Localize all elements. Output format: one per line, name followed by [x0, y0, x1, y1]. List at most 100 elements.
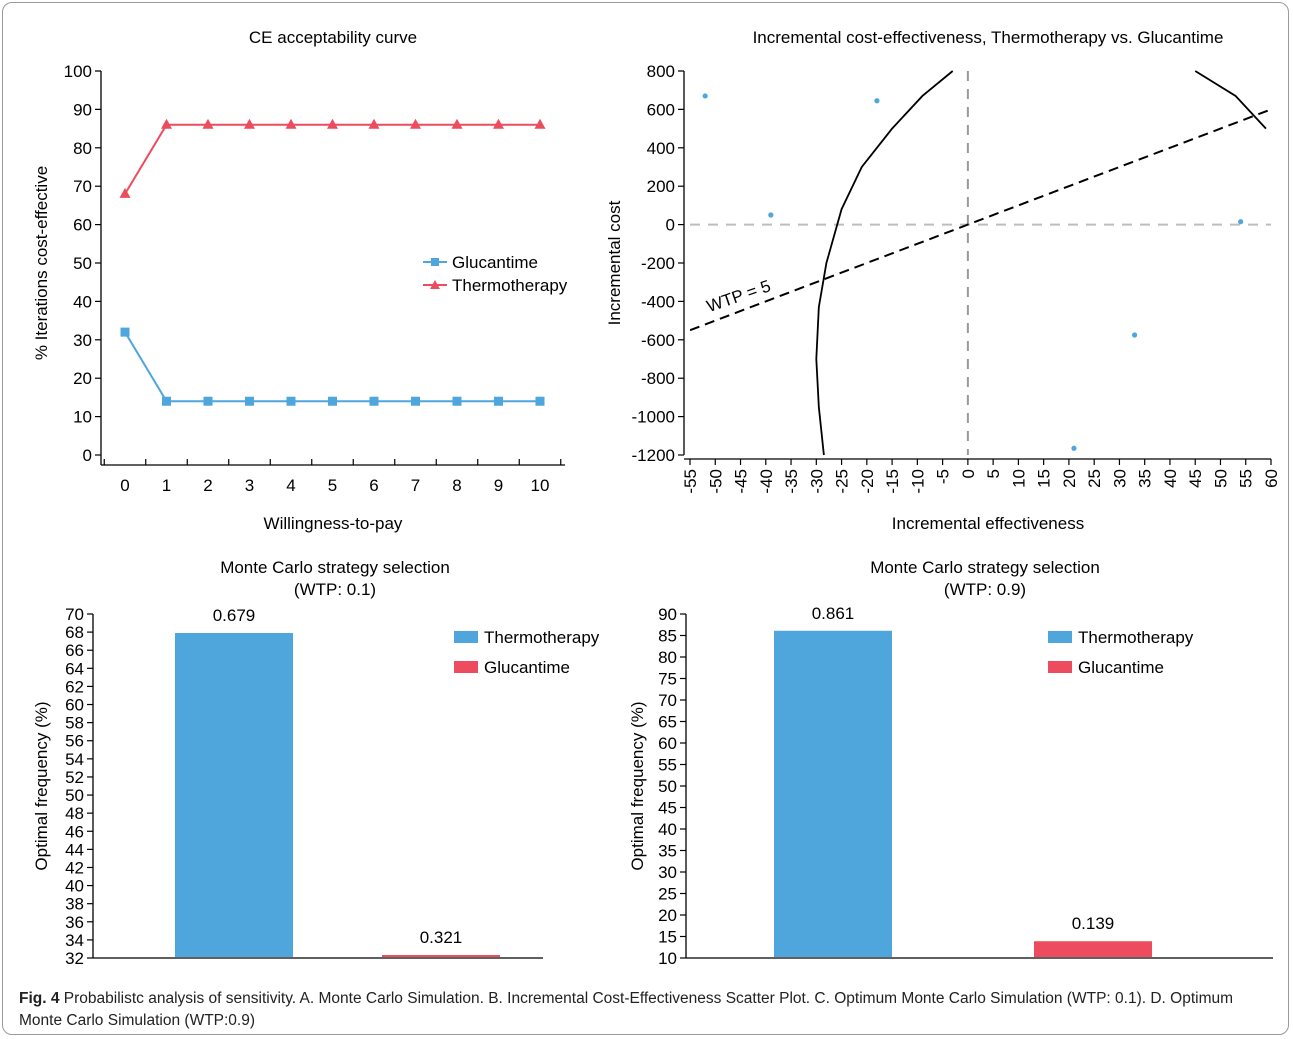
legend-marker: [431, 258, 439, 266]
y-tick-label: 10: [658, 949, 677, 968]
x-tick-label: 0: [959, 469, 978, 478]
y-axis-label: Optimal frequency (%): [32, 701, 51, 870]
legend-label: Thermotherapy: [1078, 628, 1194, 647]
data-point: [120, 327, 130, 337]
x-tick-label: -40: [757, 469, 776, 494]
x-tick-label: 7: [411, 476, 420, 495]
y-tick-label: 56: [65, 732, 84, 751]
caption-label: Fig. 4: [19, 990, 60, 1007]
data-label: 0.679: [213, 606, 256, 625]
data-point: [411, 396, 420, 406]
data-point: [452, 396, 462, 406]
y-tick-label: 100: [64, 62, 92, 81]
caption-text: Probabilistc analysis of sensitivity. A.…: [19, 990, 1234, 1029]
y-tick-label: 46: [65, 822, 84, 841]
y-tick-label: -200: [641, 254, 675, 273]
x-axis-label: Incremental effectiveness: [892, 514, 1084, 533]
x-tick-label: 30: [1110, 469, 1129, 488]
data-point: [535, 396, 545, 406]
chart-ice-scatter: Incremental cost-effectiveness, Thermoth…: [605, 28, 1281, 533]
x-tick-label: -20: [858, 469, 877, 494]
y-tick-label: 60: [65, 696, 84, 715]
y-tick-label: 25: [658, 885, 677, 904]
data-point: [244, 118, 255, 129]
y-tick-label: 60: [73, 216, 92, 235]
data-point: [162, 396, 171, 406]
y-tick-label: 80: [73, 139, 92, 158]
y-tick-label: 20: [73, 369, 92, 388]
y-tick-label: 32: [65, 949, 84, 968]
scatter-point: [702, 93, 708, 99]
chart-mc-selection-wtp-01: Monte Carlo strategy selection (WTP: 0.1)…: [32, 558, 600, 968]
x-tick-label: -25: [833, 469, 852, 494]
x-tick-label: 45: [1186, 469, 1205, 488]
legend-swatch: [1048, 631, 1072, 643]
legend-swatch: [454, 661, 478, 673]
confidence-ellipse-right: [1194, 70, 1267, 130]
y-tick-label: 58: [65, 714, 84, 733]
y-axis-label: Incremental cost: [605, 200, 624, 325]
y-tick-label: 90: [658, 605, 677, 624]
confidence-ellipse-left: [815, 70, 954, 456]
y-tick-label: 68: [65, 623, 84, 642]
y-tick-label: 15: [658, 928, 677, 947]
data-label: 0.139: [1072, 914, 1115, 933]
y-tick-label: 400: [647, 139, 675, 158]
chart-subtitle: (WTP: 0.9): [944, 580, 1026, 599]
y-tick-label: 10: [73, 408, 92, 427]
bar-glucantime: [382, 955, 500, 957]
x-tick-label: 6: [369, 476, 378, 495]
data-point: [369, 396, 379, 406]
legend-swatch: [1048, 661, 1072, 673]
plot-area: [690, 70, 1272, 456]
y-tick-label: 36: [65, 913, 84, 932]
y-tick-label: 62: [65, 677, 84, 696]
legend-swatch: [454, 631, 478, 643]
y-tick-label: 45: [658, 799, 677, 818]
data-point: [328, 396, 337, 406]
x-tick-label: 60: [1262, 469, 1281, 488]
scatter-point: [874, 98, 880, 104]
y-tick-label: 40: [658, 820, 677, 839]
chart-title: Monte Carlo strategy selection: [220, 558, 450, 577]
y-tick-label: 75: [658, 670, 677, 689]
x-axis-label: Willingness-to-pay: [264, 514, 403, 533]
bar-thermotherapy: [175, 633, 293, 957]
x-tick-label: 20: [1060, 469, 1079, 488]
y-tick-label: 70: [65, 605, 84, 624]
y-tick-label: 0: [666, 216, 675, 235]
x-tick-label: -10: [908, 469, 927, 494]
x-tick-label: 35: [1136, 469, 1155, 488]
y-tick-label: 600: [647, 100, 675, 119]
data-point: [327, 118, 338, 129]
chart-title: Monte Carlo strategy selection: [870, 558, 1100, 577]
figure-caption: Fig. 4 Probabilistc analysis of sensitiv…: [19, 988, 1274, 1032]
y-tick-label: 34: [65, 931, 84, 950]
data-point: [285, 118, 297, 129]
y-tick-label: 52: [65, 768, 84, 787]
data-label: 0.861: [812, 604, 855, 623]
y-tick-label: 0: [83, 446, 92, 465]
y-tick-label: 55: [658, 756, 677, 775]
x-tick-label: -15: [883, 469, 902, 494]
x-tick-label: -5: [934, 469, 953, 484]
legend-label: Thermotherapy: [452, 276, 568, 295]
data-point: [202, 118, 214, 129]
y-tick-label: 44: [65, 840, 84, 859]
x-tick-label: -50: [706, 469, 725, 494]
scatter-point: [1238, 219, 1244, 225]
y-tick-label: -600: [641, 331, 675, 350]
y-tick-label: 30: [73, 331, 92, 350]
x-tick-label: -45: [732, 469, 751, 494]
chart-title: CE acceptability curve: [249, 28, 417, 47]
y-tick-label: 38: [65, 895, 84, 914]
chart-title: Incremental cost-effectiveness, Thermoth…: [753, 28, 1224, 47]
y-tick-label: 48: [65, 804, 84, 823]
x-tick-label: 2: [203, 476, 212, 495]
data-point: [286, 396, 296, 406]
x-tick-label: 50: [1211, 469, 1230, 488]
x-tick-label: 15: [1035, 469, 1054, 488]
x-tick-label: 10: [531, 476, 550, 495]
x-tick-label: 10: [1009, 469, 1028, 488]
